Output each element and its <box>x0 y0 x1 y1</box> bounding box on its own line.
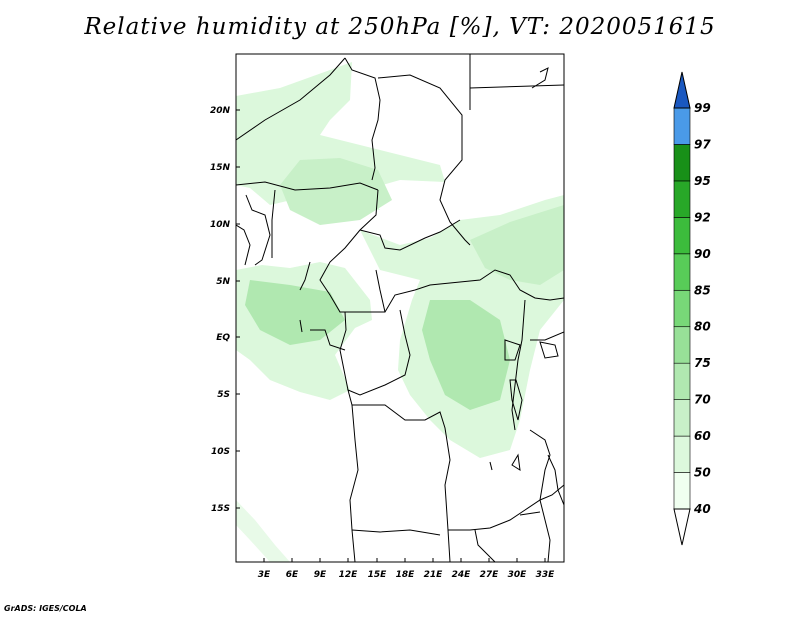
humidity-region-north <box>236 62 445 210</box>
lat-label: 20N <box>210 106 231 116</box>
colorbar-label: 60 <box>694 429 711 443</box>
colorbar-label: 90 <box>694 247 711 261</box>
colorbar-box <box>673 435 691 473</box>
humidity-field <box>236 62 564 562</box>
colorbar-label: 92 <box>694 210 711 224</box>
colorbar-label: 80 <box>694 320 711 334</box>
lon-label: 33E <box>536 570 556 580</box>
colorbar-box <box>673 180 691 218</box>
colorbar-box <box>673 217 691 255</box>
lon-label: 9E <box>314 570 327 580</box>
lon-label: 27E <box>480 570 500 580</box>
colorbar-box <box>673 289 691 328</box>
colorbar-bottom-arrow <box>673 508 691 546</box>
colorbar-label: 50 <box>694 466 711 480</box>
lon-label: 3E <box>258 570 271 580</box>
colorbar-box <box>673 107 691 145</box>
colorbar-label: 70 <box>694 393 711 407</box>
lon-label: 6E <box>286 570 299 580</box>
latitude-labels: 20N 15N 10N 5N EQ 5S 10S 15S <box>210 106 231 514</box>
colorbar-box <box>673 326 691 364</box>
colorbar-label: 95 <box>694 174 711 188</box>
lon-label: 24E <box>452 570 472 580</box>
lat-label: 10S <box>211 447 230 457</box>
map-frame <box>235 53 565 563</box>
lat-label: 15N <box>210 163 231 173</box>
colorbar-box <box>673 144 691 182</box>
lon-label: 15E <box>368 570 388 580</box>
humidity-strip-southwest <box>236 500 290 562</box>
colorbar-label: 97 <box>694 137 711 151</box>
humidity-core-west <box>280 158 392 225</box>
lon-label: 30E <box>508 570 528 580</box>
colorbar-label: 75 <box>694 356 711 370</box>
colorbar-top-arrow <box>673 71 691 109</box>
colorbar: 40 50 60 70 75 80 85 90 92 95 97 99 <box>673 71 711 546</box>
longitude-labels: 3E 6E 9E 12E 15E 18E 21E 24E 27E 30E 33E <box>258 570 555 580</box>
country-borders <box>236 54 564 562</box>
grads-credit: GrADS: IGES/COLA <box>4 604 87 613</box>
axis-ticks <box>236 109 546 562</box>
humidity-core-congo <box>422 300 510 410</box>
lon-label: 21E <box>424 570 444 580</box>
lon-label: 18E <box>396 570 416 580</box>
humidity-core-gulf <box>245 280 345 345</box>
lat-label: 10N <box>210 220 231 230</box>
colorbar-label: 99 <box>694 101 711 115</box>
colorbar-label: 40 <box>693 502 711 516</box>
colorbar-box <box>673 362 691 400</box>
lon-label: 12E <box>339 570 359 580</box>
colorbar-box <box>673 472 691 510</box>
lat-label: EQ <box>216 333 230 343</box>
colorbar-box <box>673 253 691 291</box>
humidity-region-east <box>470 205 564 285</box>
colorbar-box <box>673 399 691 437</box>
lat-label: 5S <box>217 390 230 400</box>
map-title: Relative humidity at 250hPa [%], VT: 202… <box>84 14 716 40</box>
lat-label: 5N <box>216 277 230 287</box>
lat-label: 15S <box>211 504 230 514</box>
colorbar-label: 85 <box>694 283 711 297</box>
